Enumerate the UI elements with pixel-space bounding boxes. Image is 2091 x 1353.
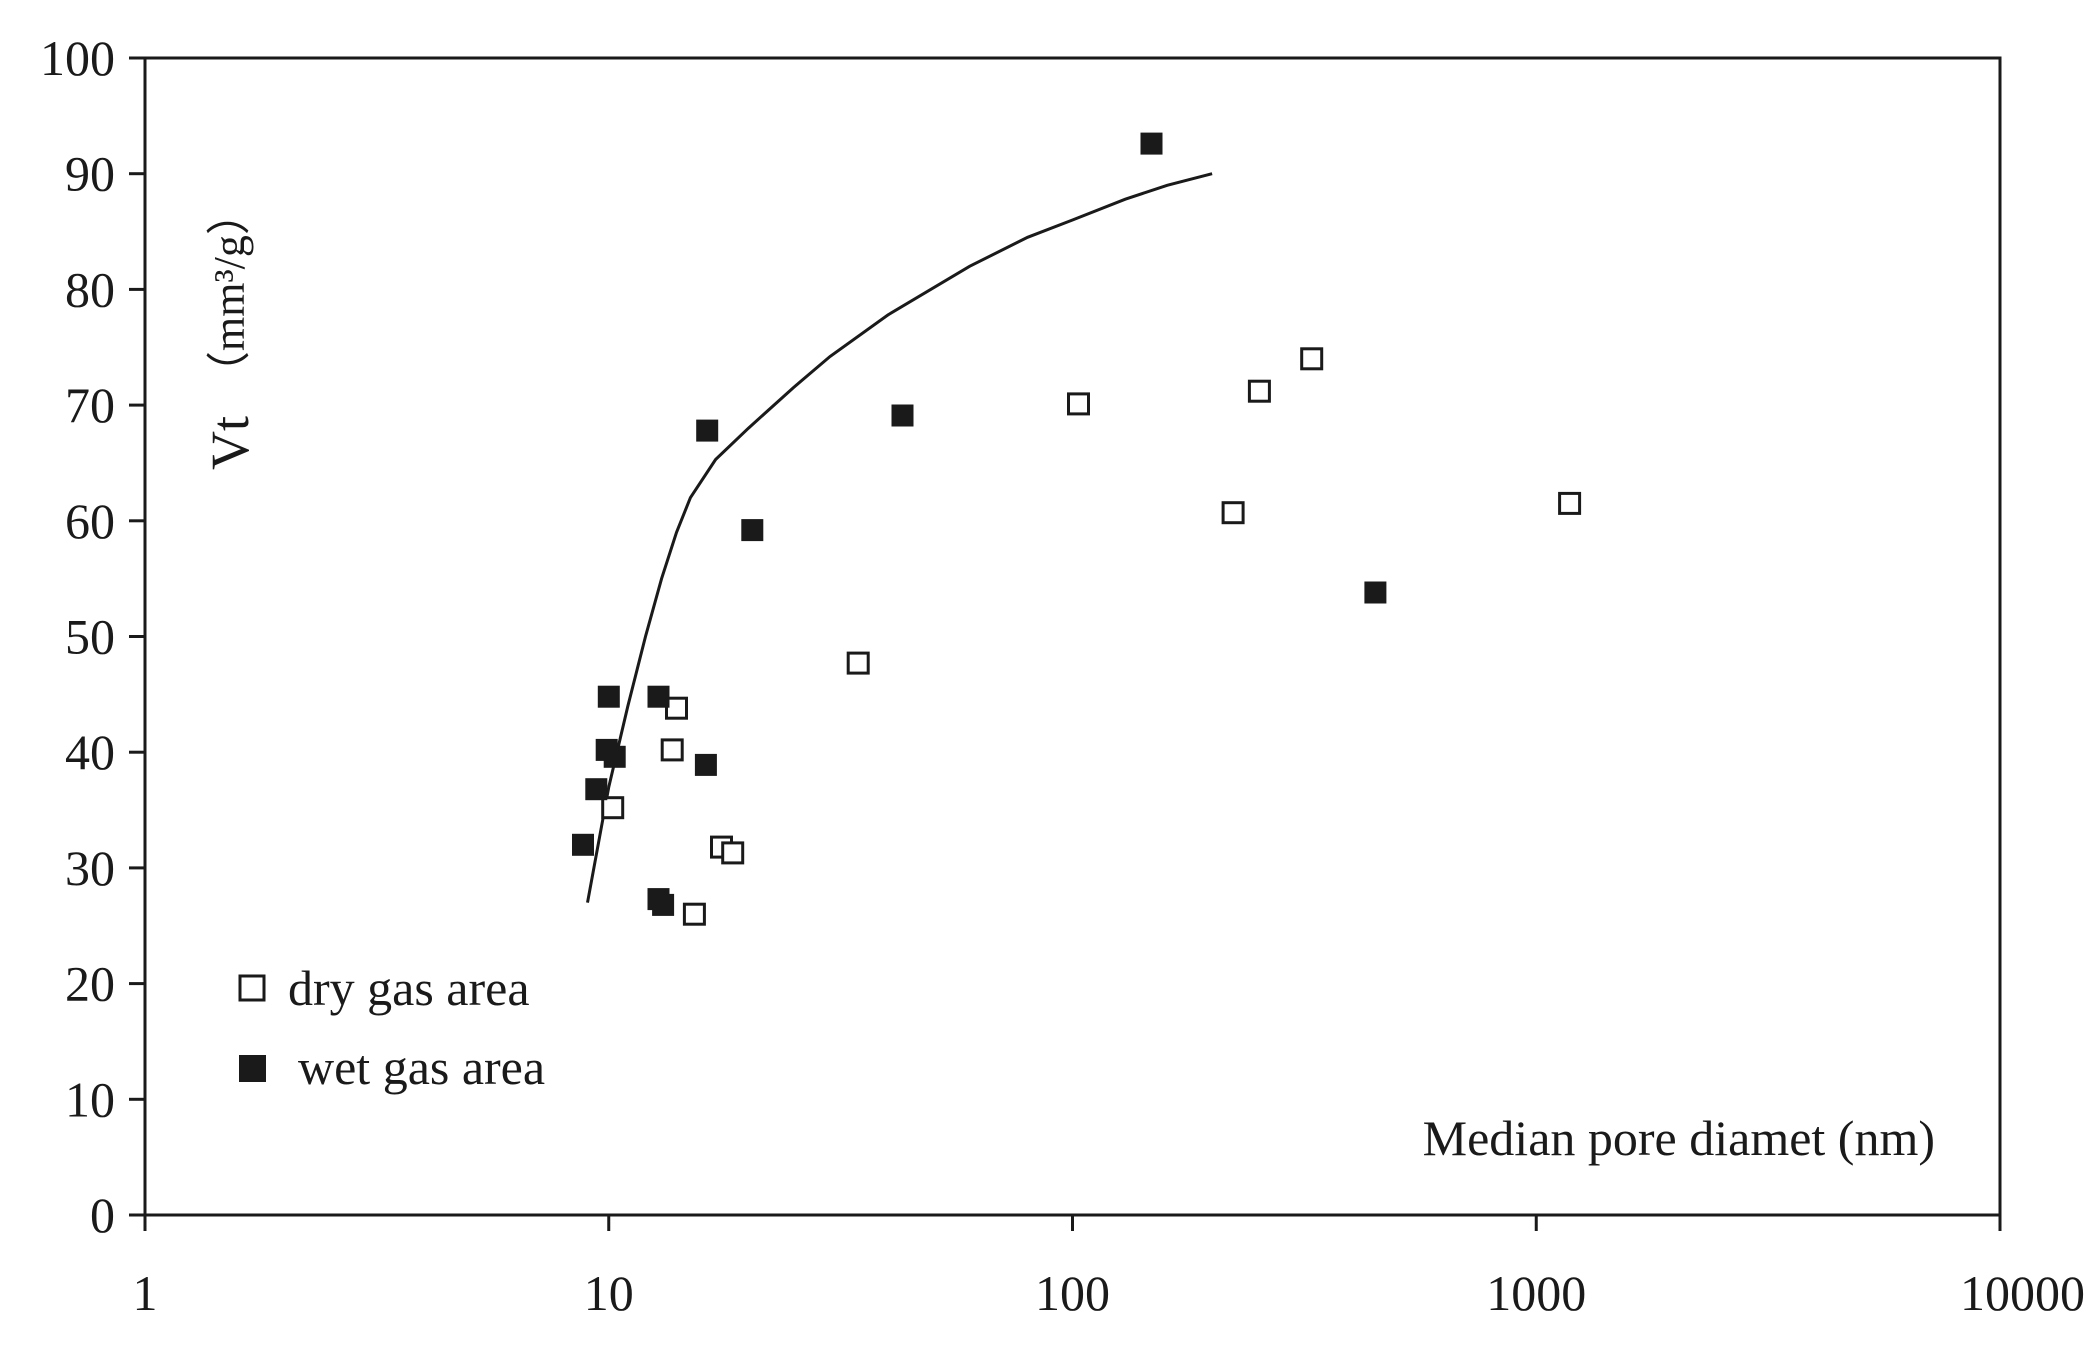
y-tick-label: 90 — [65, 146, 115, 202]
legend-label-dry-gas: dry gas area — [288, 960, 530, 1016]
point-wet-gas-area — [647, 685, 670, 708]
y-tick-label: 10 — [65, 1071, 115, 1127]
point-wet-gas-area — [741, 519, 764, 542]
point-wet-gas-area — [1140, 132, 1163, 155]
legend: dry gas area wet gas area — [238, 960, 545, 1095]
x-tick-label: 1 — [133, 1265, 158, 1321]
legend-item-dry-gas: dry gas area — [238, 960, 530, 1016]
point-wet-gas-area — [572, 833, 594, 856]
x-tick-label: 100 — [1035, 1265, 1110, 1321]
point-wet-gas-area — [585, 778, 608, 801]
point-wet-gas-area — [891, 404, 914, 427]
point-dry-gas-area — [1221, 501, 1245, 525]
x-axis-ticks: 1 10 100 1000 10000 — [133, 1215, 2085, 1321]
point-wet-gas-area — [603, 745, 626, 768]
y-axis-label-main: Vt — [200, 416, 260, 470]
y-axis-label: Vt （mm³/g） — [200, 191, 260, 470]
y-axis-label-unit: （mm³/g） — [205, 191, 254, 395]
legend-item-wet-gas: wet gas area — [239, 1039, 545, 1095]
y-axis-ticks: 0 10 20 30 40 50 60 70 80 90 100 — [40, 30, 145, 1243]
point-dry-gas-area — [665, 696, 688, 720]
legend-label-wet-gas: wet gas area — [298, 1039, 545, 1095]
y-tick-label: 20 — [65, 956, 115, 1012]
point-dry-gas-area — [721, 841, 745, 865]
point-dry-gas-area — [682, 902, 706, 926]
point-dry-gas-area — [1558, 491, 1582, 515]
point-dry-gas-area — [601, 796, 625, 820]
point-wet-gas-area — [1364, 581, 1387, 604]
point-dry-gas-area — [1067, 392, 1090, 416]
point-dry-gas-area — [1247, 379, 1271, 403]
y-tick-label: 60 — [65, 493, 115, 549]
data-points — [572, 132, 1582, 926]
y-tick-label: 0 — [90, 1187, 115, 1243]
x-tick-label: 1000 — [1486, 1265, 1586, 1321]
y-tick-label: 80 — [65, 261, 115, 317]
y-tick-label: 40 — [65, 724, 115, 780]
point-wet-gas-area — [694, 753, 717, 776]
point-dry-gas-area — [660, 738, 684, 762]
x-tick-label: 10000 — [1960, 1265, 2085, 1321]
point-dry-gas-area — [846, 651, 870, 675]
y-tick-label: 30 — [65, 840, 115, 896]
x-axis-label: Median pore diamet (nm) — [1423, 1110, 1935, 1166]
point-wet-gas-area — [597, 685, 620, 708]
y-tick-label: 50 — [65, 609, 115, 665]
point-dry-gas-area — [1300, 347, 1324, 371]
y-tick-label: 70 — [65, 377, 115, 433]
trend-curve — [586, 172, 1213, 903]
x-tick-label: 10 — [584, 1265, 634, 1321]
point-wet-gas-area — [652, 893, 675, 916]
filled-square-icon — [239, 1055, 266, 1082]
y-tick-label: 100 — [40, 30, 115, 86]
open-square-icon — [238, 974, 266, 1002]
point-wet-gas-area — [696, 419, 719, 442]
